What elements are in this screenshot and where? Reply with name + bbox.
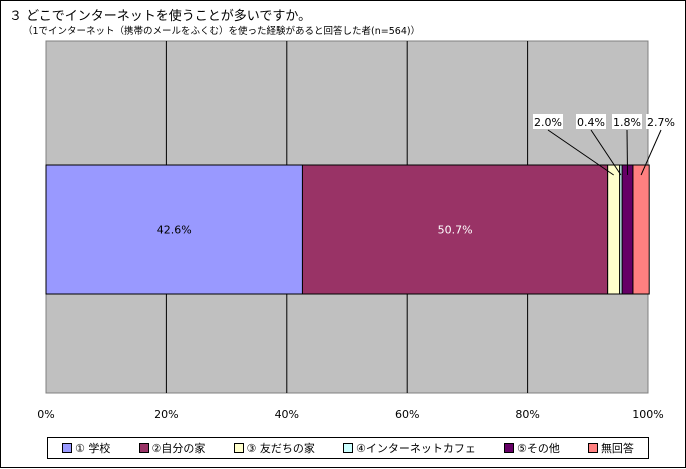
legend-label: ③ 友だちの家 (246, 442, 315, 455)
x-tick-label: 100% (632, 408, 663, 421)
legend-label: ⑤その他 (516, 442, 560, 455)
data-label: 42.6% (157, 224, 192, 237)
legend-item: 無回答 (587, 440, 634, 456)
legend-swatch (138, 443, 149, 453)
legend-label: 無回答 (600, 442, 634, 455)
data-label-bg (646, 114, 676, 129)
leader-line (590, 129, 622, 176)
data-label: 2.7% (647, 116, 675, 129)
legend-swatch (503, 443, 514, 453)
leader-line (640, 129, 662, 176)
bar-segment (301, 164, 609, 295)
chart-legend: ① 学校 ②自分の家 ③ 友だちの家 ④インターネットカフェ ⑤その他 無回答 (47, 437, 649, 459)
chart-title: ３ どこでインターネットを使うことが多いですか。 (9, 9, 312, 24)
leader-line (626, 129, 629, 176)
data-label-bg (533, 114, 563, 129)
legend-swatch (62, 443, 73, 453)
legend-label: ④インターネットカフェ (355, 442, 476, 455)
x-tick-label: 0% (37, 408, 54, 421)
data-label-bg (576, 114, 606, 129)
chart-subtitle: （1でインターネット（携帯のメールをふくむ）を使った経験があると回答した者(n=… (23, 26, 421, 37)
x-tick-label: 20% (154, 408, 178, 421)
data-label: 1.8% (613, 116, 641, 129)
legend-swatch (233, 443, 244, 453)
legend-label: ① 学校 (75, 442, 111, 455)
bar-segment (621, 164, 634, 295)
data-label: 0.4% (577, 116, 605, 129)
data-label: 50.7% (438, 224, 473, 237)
legend-item: ②自分の家 (138, 440, 206, 456)
bar-segment (607, 164, 621, 295)
data-label-bg (612, 114, 642, 129)
legend-label: ②自分の家 (151, 442, 206, 455)
data-label: 2.0% (534, 116, 562, 129)
x-tick-label: 40% (275, 408, 299, 421)
bar-segment (632, 164, 650, 295)
legend-swatch (587, 443, 598, 453)
legend-item: ③ 友だちの家 (233, 440, 315, 456)
x-tick-label: 60% (395, 408, 419, 421)
leader-line (547, 129, 614, 176)
legend-item: ① 学校 (62, 440, 110, 456)
legend-swatch (342, 443, 353, 453)
legend-item: ⑤その他 (503, 440, 560, 456)
legend-item: ④インターネットカフェ (342, 440, 476, 456)
x-tick-label: 80% (515, 408, 539, 421)
